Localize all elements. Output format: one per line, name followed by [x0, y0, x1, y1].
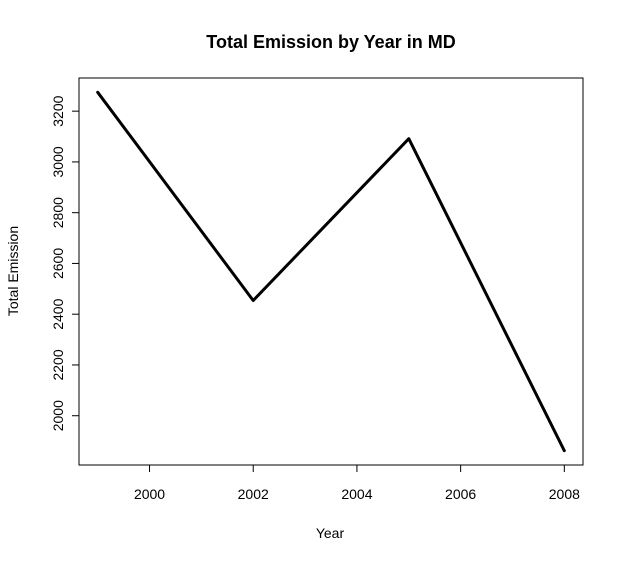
y-axis-label: Total Emission	[5, 226, 21, 316]
x-tick-label: 2008	[549, 486, 580, 502]
y-tick-label: 2600	[50, 248, 66, 279]
y-tick-label: 3000	[50, 146, 66, 177]
y-tick-label: 2000	[50, 400, 66, 431]
x-tick-label: 2002	[238, 486, 269, 502]
y-tick-label: 2400	[50, 298, 66, 329]
x-axis: 2000 2002 2004 2006 2008	[134, 464, 580, 502]
y-axis: 2000 2200 2400 2600 2800 3000 3200	[50, 95, 80, 431]
series-layer	[96, 90, 566, 453]
plot-frame	[78, 77, 584, 466]
x-tick-label: 2006	[445, 486, 476, 502]
chart-title: Total Emission by Year in MD	[206, 32, 455, 52]
x-tick-label: 2004	[341, 486, 372, 502]
y-tick-label: 3200	[50, 95, 66, 126]
y-tick-label: 2200	[50, 349, 66, 380]
y-tick-label: 2800	[50, 197, 66, 228]
x-axis-label: Year	[316, 525, 345, 541]
series-line	[96, 90, 566, 453]
x-tick-label: 2000	[134, 486, 165, 502]
